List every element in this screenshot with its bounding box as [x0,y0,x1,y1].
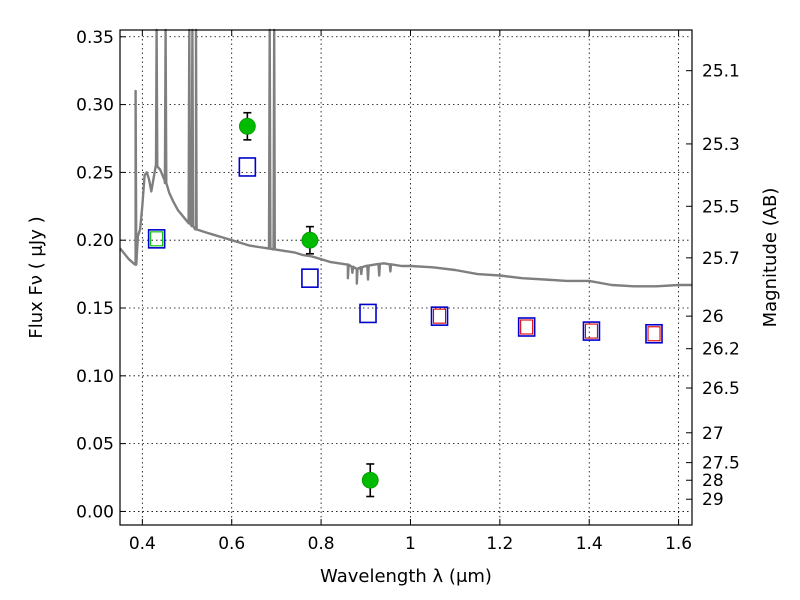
y-tick-label: 0.10 [76,367,114,387]
right-tick-label: 26.2 [702,340,740,360]
x-tick-label: 1.6 [665,534,692,554]
model-photometry-square [430,306,449,326]
y-tick-label: 0.20 [76,231,114,251]
model-photometry-square [645,323,663,344]
right-tick-label: 25.7 [702,249,740,269]
x-tick-label: 0.8 [308,534,335,554]
inner-square [584,323,599,339]
model-photometry-square [147,229,166,249]
right-tick-label: 25.3 [702,135,740,155]
axis-ticks: 0.4 0.6 0.8 1 1.2 1.4 1.6 0.00 0.05 0.10 0.15 0.20 0… [76,28,740,554]
model-photometry-square [301,268,319,288]
inner-square [150,231,164,247]
model-photometry-square [359,303,377,324]
model-spectrum [119,28,692,288]
right-tick-label: 26 [702,307,724,327]
x-axis-label: Wavelength λ (μm) [320,566,492,587]
model-photometry-square [582,321,601,341]
x-tick-label: 0.4 [129,534,156,554]
right-tick-label: 28 [702,471,724,491]
right-tick-label: 25.1 [702,62,740,82]
model-photometry-square [238,157,257,177]
x-tick-label: 1 [405,534,416,554]
y-axis-label: Flux Fν ( μJy ) [26,216,47,338]
data-points [147,111,663,498]
y-tick-label: 0.30 [76,96,114,116]
inner-square [432,308,447,324]
model-spectrum-line [119,28,692,288]
right-axis-label: Magnitude (AB) [760,188,781,328]
observed-flux-point [238,117,256,135]
y-tick-label: 0.15 [76,299,114,319]
x-tick-label: 0.6 [218,534,245,554]
inner-square [647,326,661,342]
right-tick-label: 26.5 [702,379,740,399]
model-photometry-square [517,317,536,337]
y-tick-label: 0.05 [76,435,114,455]
right-tick-label: 29 [702,490,724,510]
right-tick-label: 27.5 [702,454,740,474]
y-tick-label: 0.25 [76,163,114,183]
plot-frame [119,29,693,526]
observed-flux-point [361,471,379,489]
inner-square [520,319,534,335]
y-tick-label: 0.00 [76,502,114,522]
right-tick-label: 27 [702,424,724,444]
x-tick-label: 1.2 [486,534,513,554]
grid-lines [120,30,692,525]
x-tick-label: 1.4 [576,534,603,554]
right-tick-label: 25.5 [702,197,740,217]
observed-flux-point [301,231,319,249]
y-tick-label: 0.35 [76,28,114,48]
